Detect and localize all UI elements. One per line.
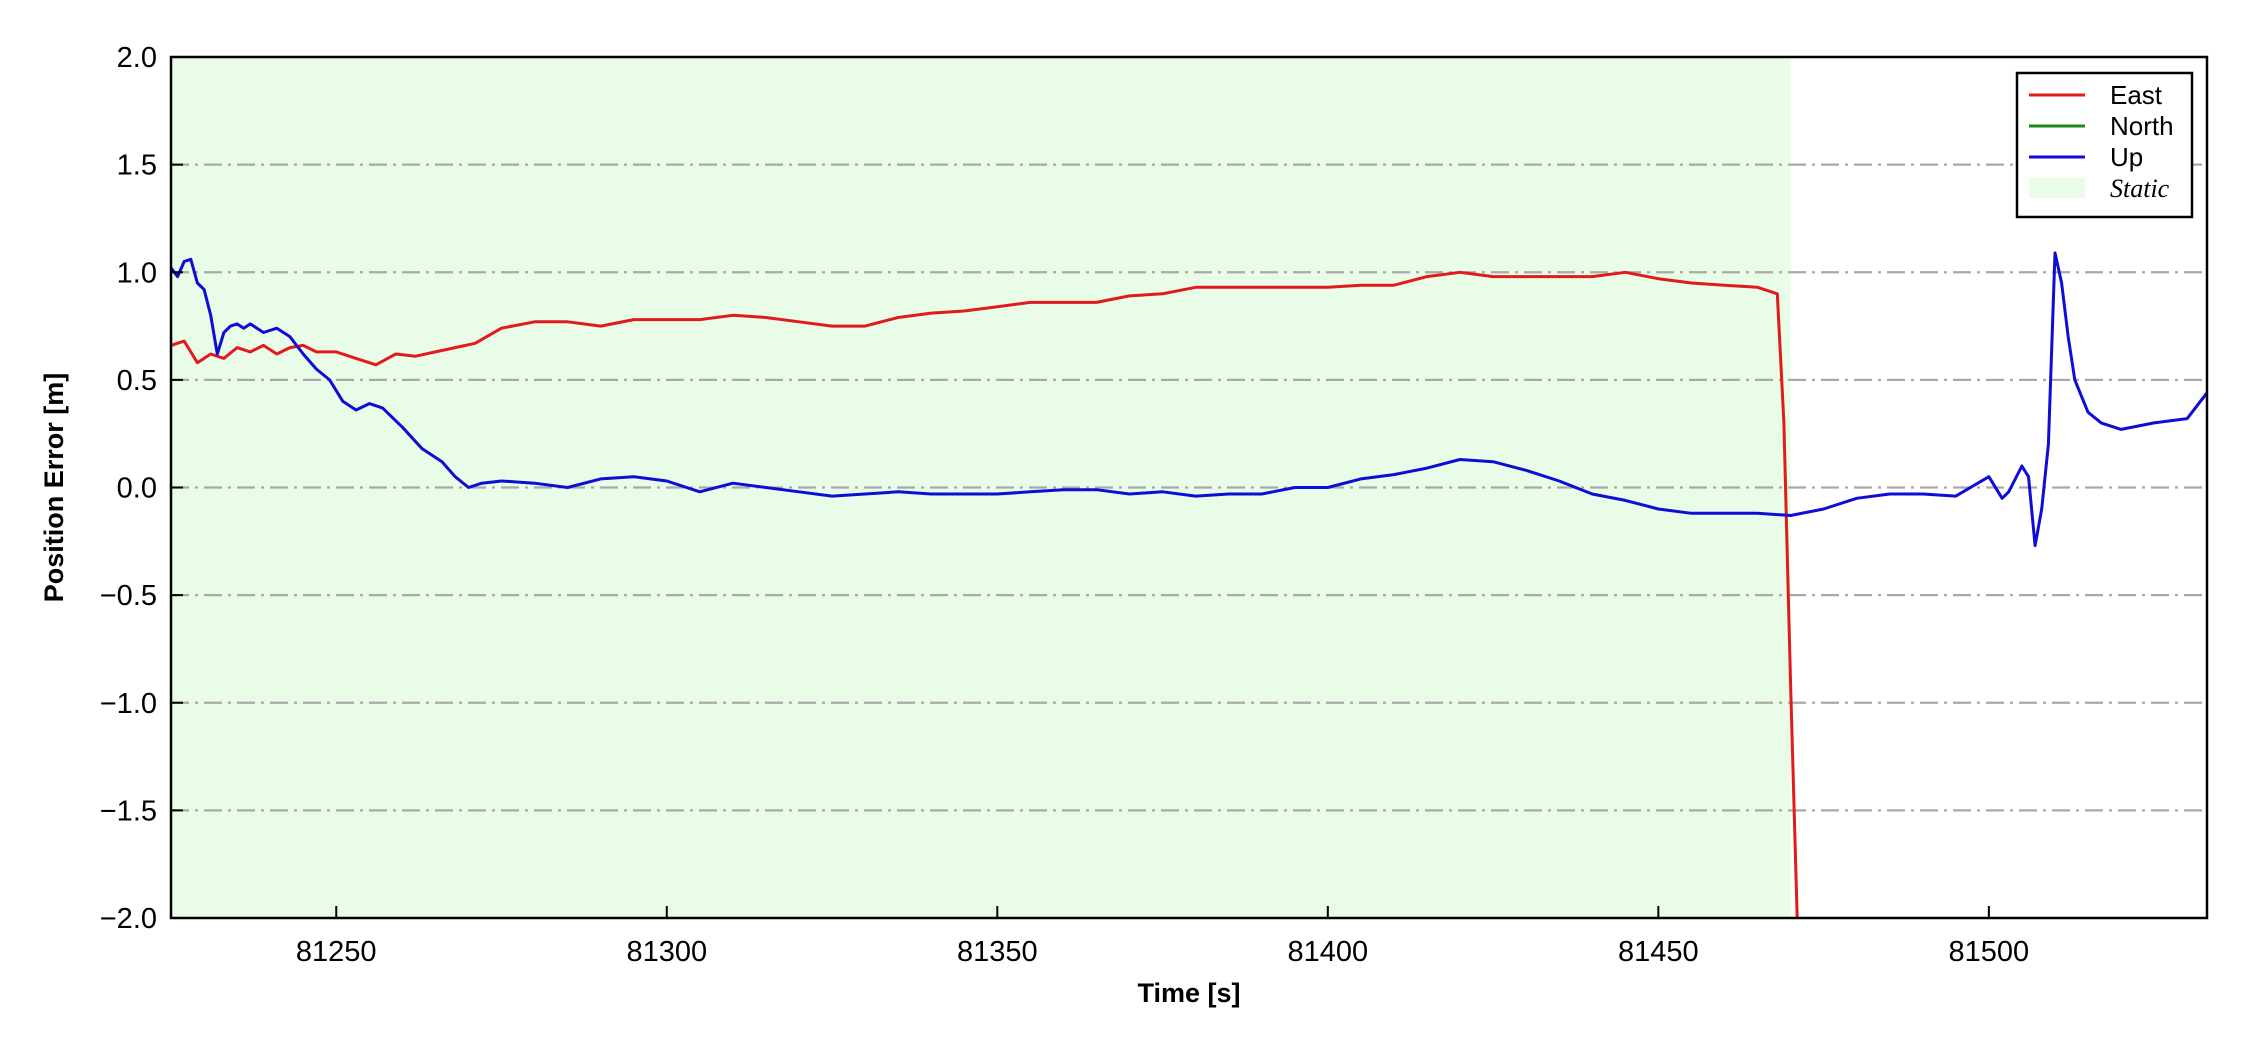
x-axis-title: Time [s] (1137, 978, 1240, 1008)
legend-label-static: Static (2110, 174, 2170, 203)
series-line-up (169, 251, 2209, 548)
legend-label-north: North (2110, 111, 2174, 141)
y-tick-label: −1.0 (100, 688, 157, 720)
y-tick-label: −1.5 (100, 795, 157, 827)
x-tick-label: 81300 (626, 936, 707, 968)
legend-label-east: East (2110, 80, 2163, 110)
y-tick-label: 1.0 (117, 257, 157, 289)
y-tick-label: −2.0 (100, 903, 157, 935)
series-line-east (170, 270, 1799, 919)
series-layer (169, 251, 2209, 919)
grid-layer (171, 163, 2207, 812)
y-tick-label: 2.0 (117, 42, 157, 74)
x-tick-label: 81500 (1949, 936, 2030, 968)
x-tick-label: 81450 (1618, 936, 1699, 968)
x-tick-label: 81250 (296, 936, 377, 968)
x-tick-label: 81400 (1287, 936, 1368, 968)
y-tick-label: 1.5 (117, 150, 157, 182)
y-tick-label: 0.0 (117, 473, 157, 505)
axis-ticks-layer: 81250 81300 81350 81400 81450 81500 2.0 1.5 1.0 0… (100, 42, 2029, 968)
x-tick-label: 81350 (957, 936, 1038, 968)
legend-label-up: Up (2110, 142, 2143, 172)
y-axis-title: Position Error [m] (39, 373, 69, 603)
y-tick-label: −0.5 (100, 580, 157, 612)
y-tick-label: 0.5 (117, 365, 157, 397)
legend-swatch-static (2029, 178, 2085, 198)
